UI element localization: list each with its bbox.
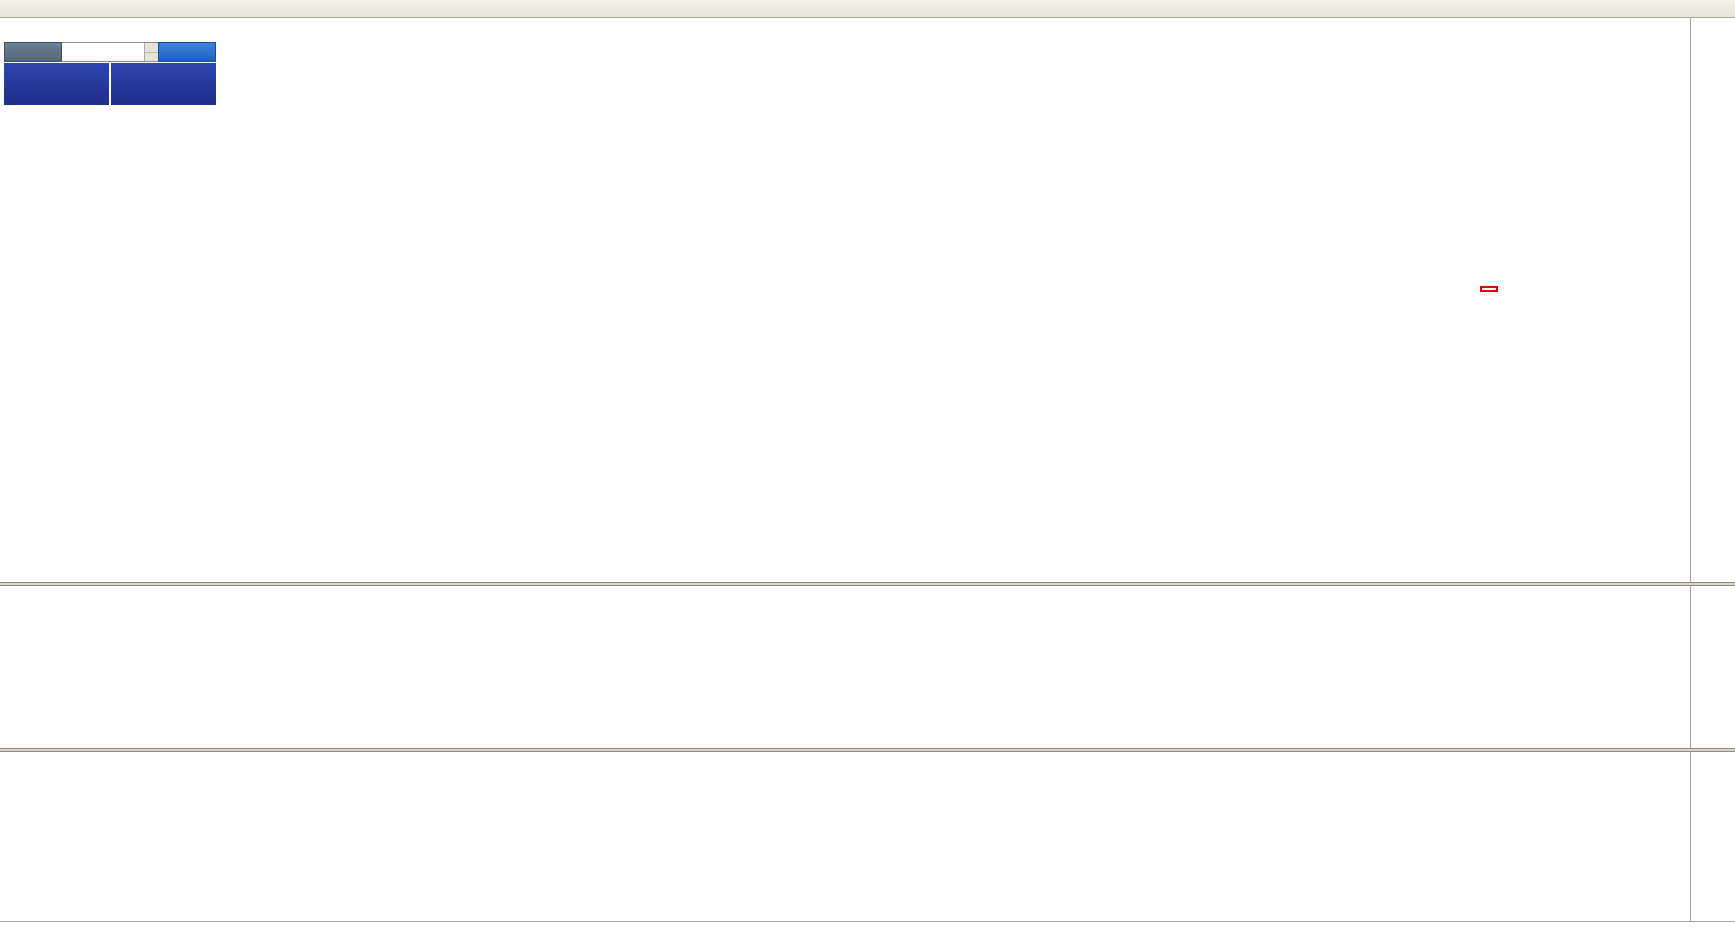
volume-down-button[interactable]	[145, 52, 158, 61]
volume-field	[62, 42, 158, 62]
sell-button[interactable]	[4, 42, 62, 62]
one-click-trading-panel	[4, 42, 216, 105]
buy-button[interactable]	[158, 42, 216, 62]
pane-separator-rsi[interactable]	[0, 748, 1735, 752]
price-scale[interactable]	[1690, 18, 1735, 921]
pane-separator-macd[interactable]	[0, 582, 1735, 586]
volume-up-button[interactable]	[145, 43, 158, 53]
volume-input[interactable]	[62, 43, 144, 61]
toolbar	[0, 0, 1735, 18]
ask-price-button[interactable]	[111, 63, 216, 105]
bid-price-button[interactable]	[4, 63, 109, 105]
price-annotation-label[interactable]	[1480, 286, 1498, 292]
time-scale[interactable]	[0, 921, 1735, 942]
volume-spinner	[144, 43, 158, 61]
